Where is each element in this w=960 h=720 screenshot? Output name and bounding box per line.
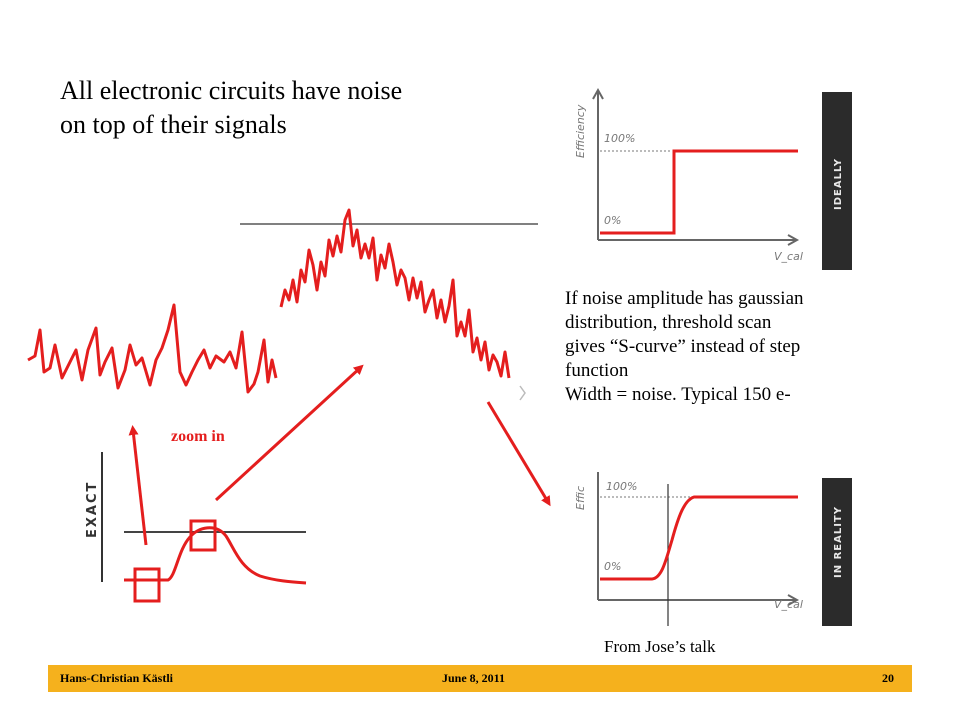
zoom-box-peak (189, 519, 217, 552)
real-side-label: IN REALITY (833, 506, 844, 578)
real-efficiency-plot: 100% 0% Effic V_cal IN REALITY (574, 472, 852, 626)
exact-label: EXACT (85, 481, 100, 538)
exact-pulse-curve (124, 526, 307, 585)
noise-trace-peak (279, 208, 511, 379)
ideal-side-panel (822, 92, 852, 270)
explanation-line2: distribution, threshold scan (565, 312, 772, 333)
explanation-line3: gives “S-curve” instead of step (565, 336, 801, 357)
explanation-text: If noise amplitude has gaussian distribu… (565, 287, 925, 407)
slide-title-line2: on top of their signals (60, 110, 287, 139)
zoom-box-baseline (133, 567, 161, 603)
real-tick-0: 0% (604, 560, 621, 573)
chevron-right-icon (519, 385, 526, 401)
footer-author: Hans-Christian Kästli (60, 671, 174, 685)
zoom-in-label: zoom in (171, 428, 225, 445)
ideal-side-label: IDEALLY (833, 158, 844, 210)
noise-trace-baseline (27, 303, 278, 394)
slide-title-line1: All electronic circuits have noise (60, 76, 403, 105)
ideal-tick-0: 0% (604, 214, 621, 227)
real-ylabel: Effic (574, 486, 587, 510)
source-note: From Jose’s talk (604, 637, 716, 656)
ideal-efficiency-plot: 100% 0% Efficiency V_cal IDEALLY (574, 87, 852, 270)
footer-date: June 8, 2011 (442, 671, 506, 685)
footer-page-number: 20 (882, 671, 894, 685)
arrow-to-real-plot (486, 401, 551, 507)
slide-title: All electronic circuits have noise on to… (60, 74, 520, 142)
explanation-line1: If noise amplitude has gaussian (565, 288, 804, 309)
ideal-tick-100: 100% (604, 132, 635, 145)
explanation-line4: function (565, 360, 629, 381)
real-side-panel (822, 478, 852, 626)
footer-bar: Hans-Christian Kästli June 8, 2011 20 (48, 665, 912, 692)
explanation-line5: Width = noise. Typical 150 e- (565, 384, 791, 405)
real-tick-100: 100% (606, 480, 637, 493)
arrow-to-peak-trace (214, 364, 364, 502)
ideal-ylabel: Efficiency (574, 104, 587, 158)
arrow-to-baseline-trace (128, 425, 148, 546)
ideal-xlabel: V_cal (774, 250, 803, 263)
real-xlabel: V_cal (774, 598, 803, 611)
